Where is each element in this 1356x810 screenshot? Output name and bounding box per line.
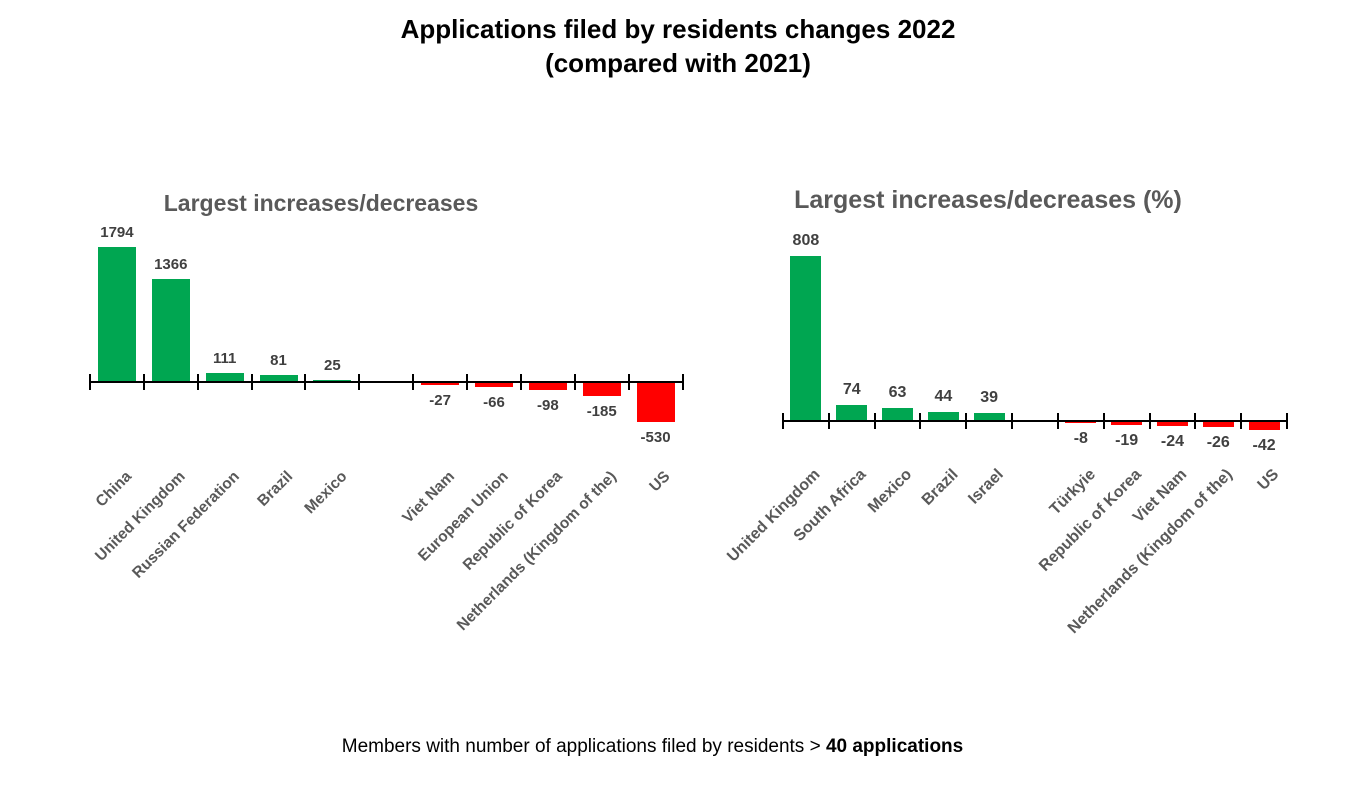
value-label-brazil: 44 [934,387,953,405]
value-label-t-rkyie: -8 [1073,430,1088,448]
value-label-european-union: -66 [483,394,505,412]
value-label-netherlands-kingdom-of-the: -26 [1206,433,1230,451]
bar-china [97,246,136,382]
value-label-viet-nam: -27 [429,391,451,409]
bar-netherlands-kingdom-of-the [582,382,621,397]
bar-united-kingdom [151,278,190,382]
x-axis-tick [919,412,922,429]
left-chart-title: Largest increases/decreases [163,190,479,216]
x-axis-tick [519,373,522,390]
x-axis-tick [466,373,469,390]
bar-netherlands-kingdom-of-the [1202,421,1234,427]
x-axis-tick [965,412,968,429]
bar-european-union [474,382,513,388]
value-label-mexico: 63 [888,383,907,401]
bar-viet-nam [1156,421,1189,427]
footnote: Members with number of applications file… [0,736,1305,758]
footnote-bold: 40 applications [825,736,964,757]
value-label-republic-of-korea: -98 [536,396,559,414]
value-label-united-kingdom: 808 [792,231,820,249]
x-axis-tick [782,412,784,429]
bar-viet-nam [421,382,460,385]
x-axis-tick [681,373,684,390]
x-axis-tick [1194,412,1197,429]
bar-israel [973,412,1005,421]
figure-title-line2: (compared with 2021) [545,48,811,78]
x-axis-tick [1240,412,1243,429]
x-axis-tick [196,373,199,390]
value-label-south-africa: 74 [842,381,861,399]
bar-brazil [259,375,298,382]
category-label-brazil: Brazil [918,466,962,509]
bar-us [1248,421,1280,431]
value-label-netherlands-kingdom-of-the: -185 [586,403,617,421]
bar-republic-of-korea [528,382,567,390]
bar-russian-federation [205,373,244,382]
x-axis-tick [827,412,830,429]
value-label-us: -42 [1252,437,1276,455]
bar-brazil [927,411,959,421]
x-axis-tick [1011,412,1014,429]
bar-united-kingdom [790,255,822,421]
bar-mexico [881,407,914,421]
bar-south-africa [836,405,868,421]
footnote-text: Members with number of applications file… [341,736,826,757]
category-label-israel: Israel [965,466,1008,508]
value-label-us: -530 [640,429,671,447]
x-axis-tick [1102,412,1105,429]
category-label-us: US [1254,466,1283,494]
x-axis-tick [304,373,307,390]
x-axis-tick [1148,412,1151,429]
x-axis-tick [573,373,576,390]
x-axis-tick [250,373,253,390]
x-axis-tick [873,412,876,429]
bar-republic-of-korea [1111,421,1143,426]
x-axis-tick [89,373,91,390]
figure-title: Applications filed by residents changes … [0,12,1356,80]
value-label-china: 1794 [100,223,134,241]
value-label-mexico: 25 [324,356,341,374]
value-label-brazil: 81 [270,352,287,370]
figure-title-line1: Applications filed by residents changes … [400,14,956,44]
x-axis-tick [1286,412,1288,429]
x-axis-tick [142,373,145,390]
category-label-mexico: Mexico [865,466,916,517]
x-axis [783,419,1287,422]
value-label-israel: 39 [980,388,999,406]
x-axis-tick [627,373,630,390]
x-axis-tick [358,373,361,390]
value-label-viet-nam: -24 [1160,433,1185,451]
right-chart-title: Largest increases/decreases (%) [794,186,1182,214]
bar-us [636,382,675,423]
bar-mexico [313,379,352,382]
x-axis-tick [1056,412,1059,429]
value-label-russian-federation: 111 [212,350,237,368]
x-axis-tick [412,373,415,390]
value-label-united-kingdom: 1366 [154,255,188,273]
x-axis [90,380,683,383]
value-label-republic-of-korea: -19 [1115,432,1139,450]
bar-t-rkyie [1065,421,1097,424]
